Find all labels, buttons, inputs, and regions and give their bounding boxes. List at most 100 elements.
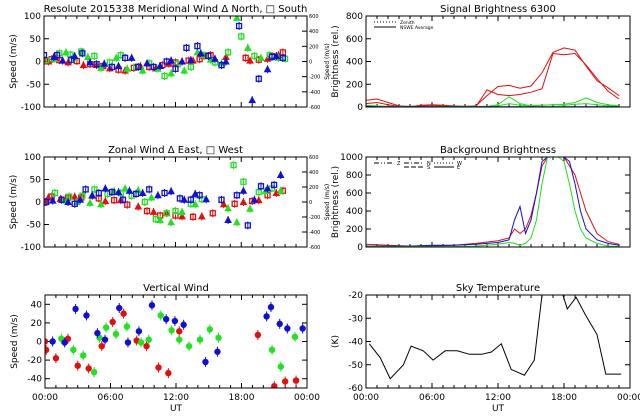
y-tick-label: -30	[348, 314, 363, 324]
data-point	[123, 323, 131, 330]
data-point-triangle	[233, 218, 241, 226]
data-point-triangle	[211, 54, 219, 62]
data-point	[202, 358, 209, 366]
x-tick-label: 12:00	[163, 393, 189, 403]
chart-meridional: Resolute 2015338 Meridional Wind Δ North…	[9, 4, 331, 113]
data-point-triangle	[263, 184, 272, 192]
data-point-square	[194, 42, 201, 50]
data-point	[263, 313, 270, 320]
data-point	[214, 348, 221, 355]
data-point-square	[183, 44, 190, 51]
legend-label: Zenith	[400, 20, 415, 26]
data-point	[85, 365, 92, 372]
data-point-triangle	[114, 188, 123, 196]
y-tick-label: 400	[346, 207, 363, 217]
data-point-triangle	[178, 57, 186, 65]
data-point-triangle	[263, 65, 272, 73]
data-point	[116, 304, 123, 312]
data-point	[299, 325, 306, 332]
data-point-square	[255, 188, 262, 196]
right-y-tick-label: 400	[309, 170, 319, 176]
data-point	[165, 369, 172, 377]
data-point-triangle	[156, 62, 165, 70]
data-point-triangle	[138, 188, 147, 196]
data-point-triangle	[64, 197, 72, 205]
y-tick-label: 20	[31, 319, 43, 329]
data-point	[196, 336, 204, 343]
data-point	[90, 368, 98, 376]
data-point-triangle	[202, 195, 211, 203]
data-point	[80, 352, 87, 359]
x-tick-label: 12:00	[485, 393, 511, 403]
data-point	[284, 325, 291, 332]
data-point-square	[51, 189, 59, 197]
data-point-triangle	[276, 170, 285, 178]
y-tick-label: -50	[26, 80, 41, 90]
chart-title: Background Brightness	[440, 145, 556, 156]
legend-label: E	[457, 165, 460, 171]
right-y-tick-label: -400	[309, 230, 320, 236]
data-point-triangle	[121, 184, 129, 192]
data-point-triangle	[222, 57, 230, 65]
x-axis-label: UT	[492, 404, 505, 414]
data-point-triangle	[250, 195, 259, 203]
data-point-triangle	[114, 62, 123, 70]
data-point-triangle	[127, 53, 136, 61]
data-point	[206, 326, 214, 333]
data-point-triangle	[224, 215, 232, 223]
data-point	[281, 378, 289, 385]
data-point-square	[135, 63, 142, 71]
data-point-square	[150, 63, 157, 71]
data-point-square	[242, 54, 249, 62]
data-point-triangle	[79, 61, 88, 69]
data-point	[148, 302, 156, 309]
y-tick-label: 100	[24, 153, 41, 163]
legend-label: Z	[397, 161, 401, 167]
data-point	[102, 324, 110, 331]
data-point-triangle	[97, 63, 105, 71]
data-point-square	[257, 183, 265, 190]
x-tick-label: 18:00	[229, 393, 255, 403]
right-y-tick-label: 400	[309, 29, 319, 35]
plot-frame	[44, 294, 308, 389]
y-tick-label: 0	[35, 198, 41, 208]
y-tick-label: 600	[346, 35, 363, 45]
data-point	[61, 339, 68, 346]
data-point-square	[209, 210, 216, 217]
legend-label: S	[427, 165, 430, 171]
data-point-square	[244, 222, 251, 229]
data-point-square	[44, 51, 48, 59]
y-axis-label: Brightness (rel.)	[331, 166, 341, 238]
x-tick-label: 00:00	[294, 393, 320, 403]
y-tick-label: -50	[26, 221, 41, 231]
data-point-square	[163, 210, 170, 217]
data-point-triangle	[149, 207, 158, 215]
data-point	[276, 320, 283, 328]
data-point-square	[251, 52, 258, 60]
chart-title: Zonal Wind Δ East, □ West	[108, 145, 243, 156]
data-point-triangle	[272, 51, 281, 60]
right-y-axis-label: Speed (m/s)	[324, 43, 331, 79]
x-tick-label: 18:00	[551, 393, 577, 403]
y-axis-label: (K)	[331, 335, 341, 348]
data-point	[109, 318, 116, 326]
data-point	[180, 321, 187, 328]
data-point	[143, 342, 150, 350]
data-point-triangle	[86, 198, 94, 206]
x-tick-label: 06:00	[98, 393, 124, 403]
chart-title: Vertical Wind	[143, 283, 209, 294]
y-tick-label: 0	[357, 103, 363, 113]
data-point-square	[270, 181, 278, 189]
data-point	[277, 363, 284, 370]
data-point-triangle	[248, 96, 257, 104]
plot-frame	[43, 156, 308, 248]
data-point	[72, 305, 79, 313]
data-point-triangle	[76, 195, 85, 203]
data-point-triangle	[88, 191, 97, 199]
x-tick-label: 06:00	[419, 393, 445, 403]
right-y-tick-label: -200	[309, 215, 320, 221]
legend-label: W	[457, 161, 462, 167]
data-point-triangle	[101, 197, 110, 205]
data-point-triangle	[243, 43, 252, 51]
data-point-triangle	[154, 191, 162, 199]
